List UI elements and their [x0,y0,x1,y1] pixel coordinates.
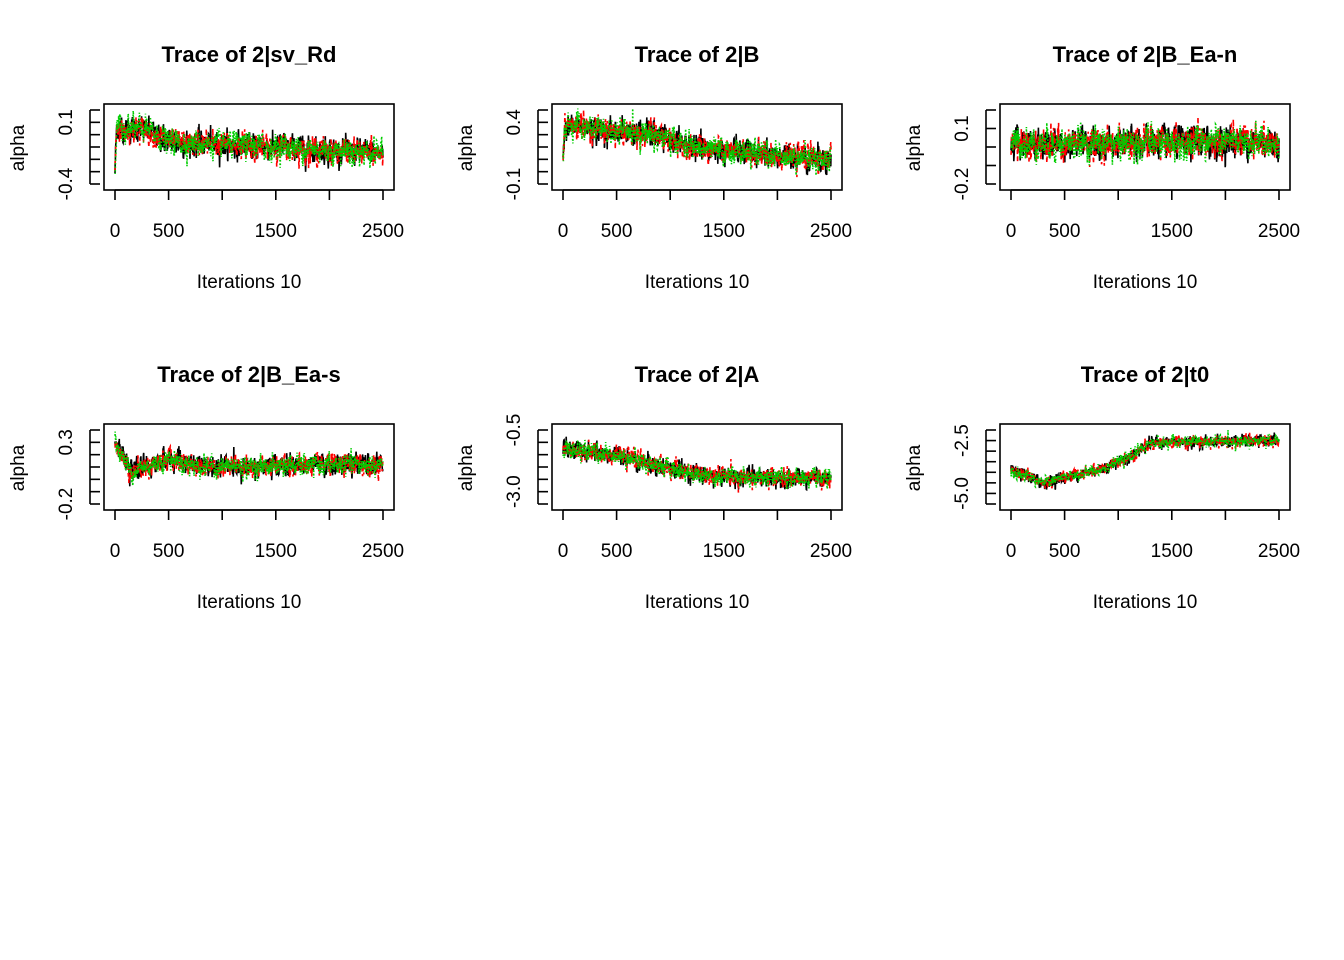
y-tick-label: -0.2 [56,488,77,521]
y-tick-label: -5.0 [952,477,973,510]
y-tick-label: 0.3 [56,429,77,455]
x-tick-label: 1500 [255,541,297,562]
x-tick-label: 0 [110,221,121,242]
y-tick-label: 0.4 [504,109,525,136]
chain-2-line [562,439,832,493]
x-tick-label: 2500 [1258,541,1300,562]
panel-title: Trace of 2|sv_Rd [162,42,337,67]
chain-3-line [1010,120,1280,166]
x-tick-label: 2500 [810,541,852,562]
x-axis-label: Iterations 10 [645,272,750,293]
chain-3-line [562,439,832,490]
x-axis-label: Iterations 10 [197,272,302,293]
x-tick-label: 0 [1006,541,1017,562]
panel-title: Trace of 2|B [635,42,760,67]
chain-2-line [114,116,384,172]
x-tick-label: 0 [110,541,121,562]
trace-panel-4: Trace of 2|B_Ea-s Iterations 10 alpha 0 500 1… [8,362,404,613]
trace-panel-1: Trace of 2|sv_Rd Iterations 10 alpha 0 500 15… [8,42,404,293]
x-tick-label: 1500 [703,541,745,562]
panel-title: Trace of 2|t0 [1081,362,1209,387]
y-axis-label: alpha [8,444,29,491]
x-tick-label: 0 [558,541,569,562]
y-tick-label: -0.5 [504,414,525,447]
x-tick-label: 0 [558,221,569,242]
x-tick-label: 500 [1049,541,1081,562]
x-tick-label: 2500 [810,221,852,242]
x-tick-label: 1500 [703,221,745,242]
x-tick-label: 1500 [1151,221,1193,242]
x-axis-label: Iterations 10 [1093,592,1198,613]
y-axis-label: alpha [456,444,477,491]
x-tick-label: 500 [601,221,633,242]
x-axis-label: Iterations 10 [197,592,302,613]
y-tick-label: -0.4 [56,167,77,200]
chain-3-line [562,108,832,176]
panel-title: Trace of 2|B_Ea-n [1053,42,1238,67]
x-tick-label: 0 [1006,221,1017,242]
x-tick-label: 500 [1049,221,1081,242]
panel-title: Trace of 2|B_Ea-s [157,362,340,387]
y-tick-label: -0.2 [952,168,973,201]
chain-3-line [1010,430,1280,489]
x-tick-label: 500 [153,541,185,562]
y-axis-label: alpha [904,124,925,171]
y-tick-label: -0.1 [504,168,525,201]
x-tick-label: 500 [153,221,185,242]
x-tick-label: 2500 [362,221,404,242]
y-tick-label: -3.0 [504,475,525,508]
x-tick-label: 2500 [1258,221,1300,242]
x-tick-label: 1500 [255,221,297,242]
x-tick-label: 2500 [362,541,404,562]
y-tick-label: 0.1 [56,109,77,135]
x-tick-label: 1500 [1151,541,1193,562]
y-axis-label: alpha [8,124,29,171]
x-tick-label: 500 [601,541,633,562]
y-tick-label: -2.5 [952,424,973,457]
y-axis-label: alpha [456,124,477,171]
trace-panel-3: Trace of 2|B_Ea-n Iterations 10 alpha 0 500 1… [904,42,1300,293]
chain-3-line [114,431,384,486]
x-axis-label: Iterations 10 [645,592,750,613]
trace-panel-2: Trace of 2|B Iterations 10 alpha 0 500 1500 25… [456,42,852,293]
chain-3-line [114,110,384,175]
x-axis-label: Iterations 10 [1093,272,1198,293]
y-tick-label: 0.1 [952,115,973,141]
trace-panel-5: Trace of 2|A Iterations 10 alpha 0 500 1500 25… [456,362,852,613]
y-axis-label: alpha [904,444,925,491]
trace-panel-6: Trace of 2|t0 Iterations 10 alpha 0 500 1500 2… [904,362,1300,613]
panel-title: Trace of 2|A [635,362,760,387]
